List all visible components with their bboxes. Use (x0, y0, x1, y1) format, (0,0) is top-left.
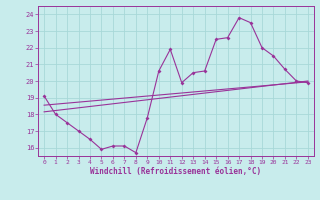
X-axis label: Windchill (Refroidissement éolien,°C): Windchill (Refroidissement éolien,°C) (91, 167, 261, 176)
